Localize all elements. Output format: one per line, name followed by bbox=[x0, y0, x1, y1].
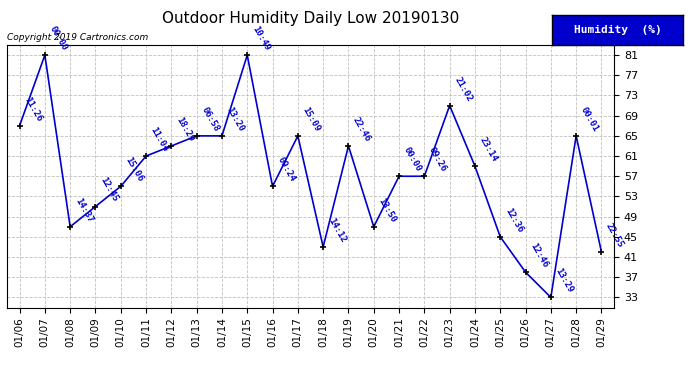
Text: 11:04: 11:04 bbox=[149, 126, 170, 153]
Text: 09:26: 09:26 bbox=[427, 146, 449, 174]
Text: 15:09: 15:09 bbox=[301, 105, 322, 133]
Text: 06:58: 06:58 bbox=[199, 105, 221, 133]
Text: 21:02: 21:02 bbox=[453, 75, 473, 103]
Text: 00:01: 00:01 bbox=[579, 105, 600, 133]
Text: 10:49: 10:49 bbox=[250, 24, 271, 52]
Text: Copyright 2019 Cartronics.com: Copyright 2019 Cartronics.com bbox=[7, 33, 148, 42]
Text: 00:00: 00:00 bbox=[48, 24, 69, 52]
Text: 13:29: 13:29 bbox=[553, 267, 575, 295]
Text: 14:37: 14:37 bbox=[73, 196, 94, 224]
Text: 09:24: 09:24 bbox=[275, 156, 297, 184]
Text: 00:00: 00:00 bbox=[402, 146, 423, 174]
Text: 12:45: 12:45 bbox=[98, 176, 119, 204]
Text: 13:50: 13:50 bbox=[377, 196, 397, 224]
Text: Humidity  (%): Humidity (%) bbox=[573, 25, 662, 35]
Text: 12:36: 12:36 bbox=[503, 206, 524, 234]
Text: 22:46: 22:46 bbox=[351, 116, 373, 143]
Text: 18:29: 18:29 bbox=[174, 116, 195, 143]
Text: 22:55: 22:55 bbox=[604, 221, 625, 249]
Text: 23:14: 23:14 bbox=[477, 136, 499, 164]
Text: 13:20: 13:20 bbox=[225, 105, 246, 133]
Text: 15:06: 15:06 bbox=[124, 156, 145, 184]
Text: 12:46: 12:46 bbox=[529, 242, 549, 269]
Text: 14:12: 14:12 bbox=[326, 216, 347, 244]
Text: 11:26: 11:26 bbox=[22, 95, 43, 123]
Text: Outdoor Humidity Daily Low 20190130: Outdoor Humidity Daily Low 20190130 bbox=[162, 11, 459, 26]
